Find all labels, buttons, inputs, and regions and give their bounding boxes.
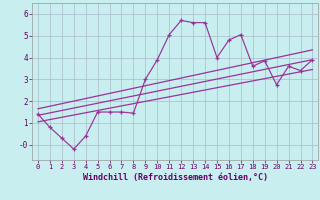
X-axis label: Windchill (Refroidissement éolien,°C): Windchill (Refroidissement éolien,°C) — [83, 173, 268, 182]
